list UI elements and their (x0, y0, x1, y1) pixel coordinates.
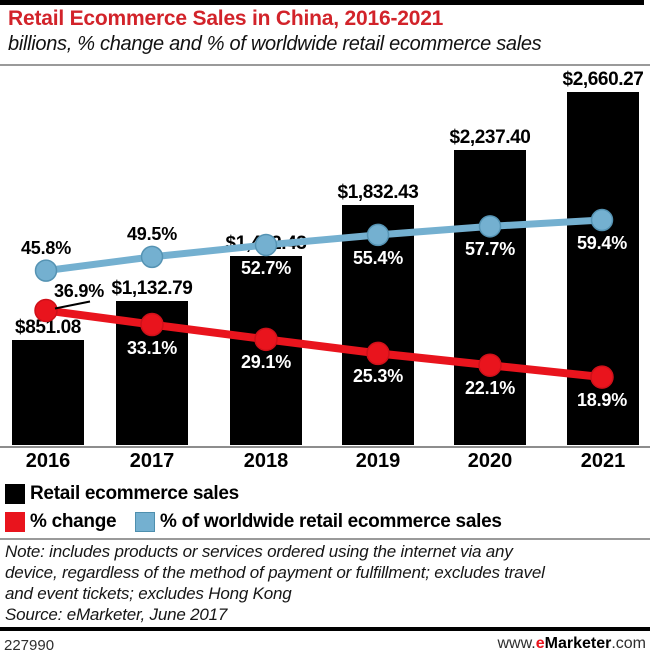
note-rule (0, 538, 650, 540)
bar-2020 (454, 149, 526, 445)
legend-label-retail-sales: Retail ecommerce sales (30, 483, 239, 504)
chart-id: 227990 (4, 637, 55, 654)
pct-change-label-2016: 36.9% (53, 281, 105, 302)
website-com: .com (611, 635, 646, 652)
bar-2016 (12, 340, 84, 445)
bar-value-label-2017: $1,132.79 (111, 278, 193, 300)
worldwide-share-marker-2017 (140, 245, 164, 269)
legend-swatch-pct-change (5, 512, 25, 532)
bar-value-label-2019: $1,832.43 (337, 182, 419, 204)
worldwide-share-marker-2016 (34, 259, 58, 282)
note-block: Note: includes products or services orde… (5, 541, 649, 625)
worldwide-share-label-2020: 57.7% (464, 239, 516, 260)
legend-swatch-worldwide-share (135, 512, 155, 532)
x-tick-label-2019: 2019 (355, 450, 401, 472)
bar-value-label-2020: $2,237.40 (449, 126, 531, 148)
chart-subtitle: billions, % change and % of worldwide re… (8, 33, 542, 55)
pct-change-label-2018: 29.1% (240, 352, 292, 373)
pct-change-label-2021: 18.9% (576, 390, 628, 411)
x-tick-label-2018: 2018 (243, 450, 289, 472)
footer: 227990 www.eMarketer.com (0, 635, 650, 654)
x-tick-label-2016: 2016 (25, 450, 71, 472)
bar-2018 (230, 256, 302, 445)
worldwide-share-label-2016: 45.8% (20, 237, 72, 258)
pct-change-label-2019: 25.3% (352, 366, 404, 387)
x-axis-line (0, 446, 650, 448)
note-line: and event tickets; excludes Hong Kong (5, 584, 292, 603)
source-line: Source: eMarketer, June 2017 (5, 605, 228, 624)
subtitle-rule (0, 64, 650, 66)
worldwide-share-label-2019: 55.4% (352, 247, 404, 268)
website-link: www.eMarketer.com (497, 635, 646, 653)
legend-label-worldwide-share: % of worldwide retail ecommerce sales (160, 511, 502, 532)
top-rule (0, 0, 644, 5)
website-brand: Marketer (544, 635, 612, 652)
bar-value-label-2016: $851.08 (15, 317, 81, 339)
pct-change-label-callout (54, 300, 91, 310)
website-www: www. (497, 635, 536, 652)
worldwide-share-label-2018: 52.7% (240, 257, 292, 278)
bar-value-label-2021: $2,660.27 (562, 68, 644, 90)
worldwide-share-label-2021: 59.4% (576, 233, 628, 254)
website-e: e (535, 635, 545, 652)
worldwide-share-label-2017: 49.5% (126, 223, 178, 244)
legend-label-pct-change: % change (30, 511, 117, 532)
chart-title: Retail Ecommerce Sales in China, 2016-20… (8, 7, 444, 30)
x-tick-label-2020: 2020 (467, 450, 513, 472)
bar-2019 (342, 205, 414, 445)
bar-value-label-2018: $1,462.43 (225, 233, 307, 255)
legend-swatch-retail-sales (5, 484, 25, 504)
note-line: Note: includes products or services orde… (5, 542, 513, 561)
pct-change-label-2020: 22.1% (464, 378, 516, 399)
bar-2017 (116, 301, 188, 445)
x-tick-label-2017: 2017 (129, 450, 175, 472)
footer-rule (0, 627, 650, 631)
note-line: device, regardless of the method of paym… (5, 563, 545, 582)
pct-change-label-2017: 33.1% (126, 337, 178, 358)
x-tick-label-2021: 2021 (580, 450, 626, 472)
